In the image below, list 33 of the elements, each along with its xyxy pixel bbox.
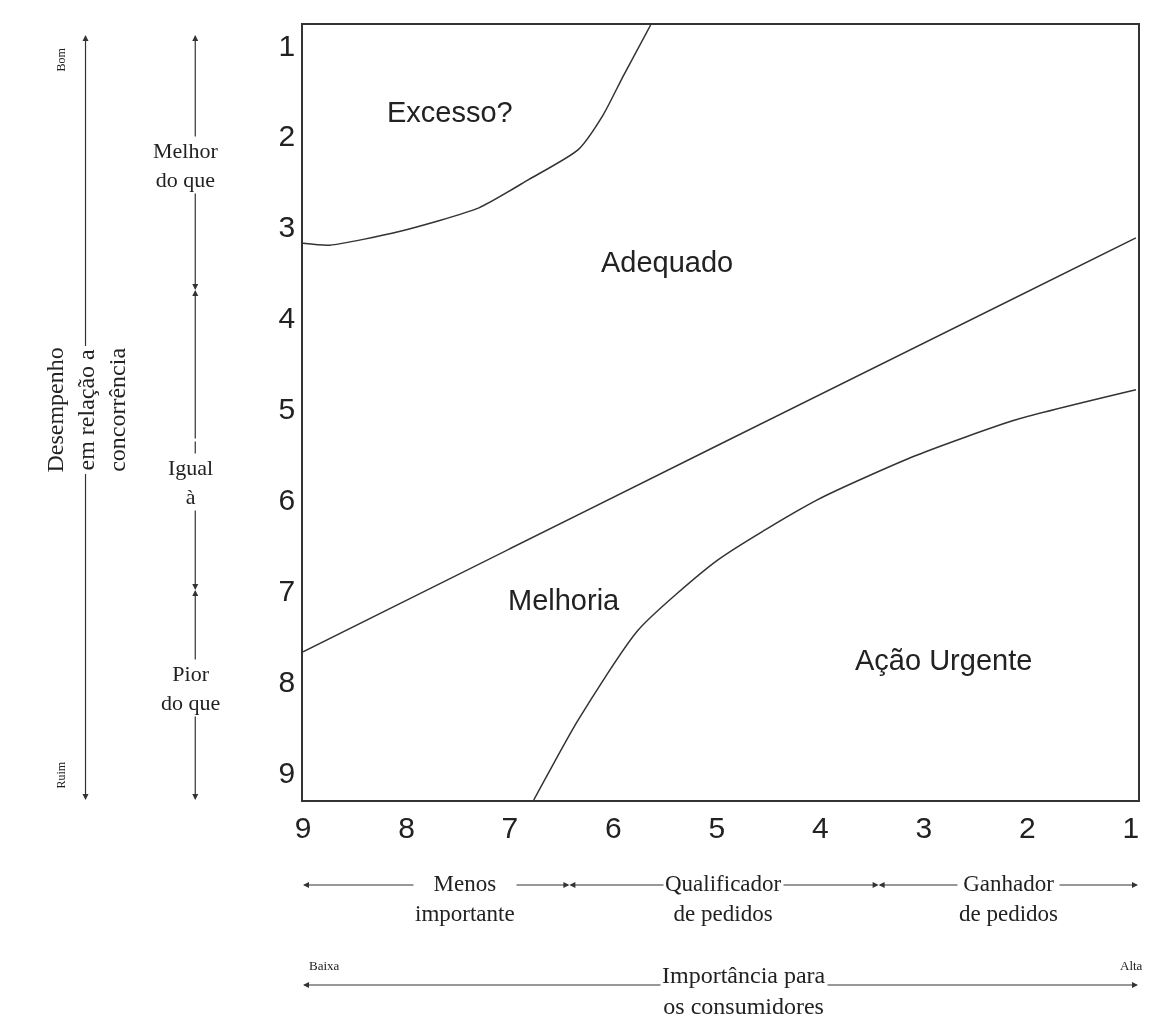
- text: Bom: [53, 47, 68, 72]
- annotation: Ação Urgente: [855, 644, 1033, 676]
- annotation: Melhoria: [508, 584, 621, 616]
- y-tick-label: 6: [278, 483, 296, 517]
- text: Alta: [1120, 958, 1143, 973]
- text: Baixa: [309, 958, 340, 973]
- y-tick-label: 8: [278, 665, 296, 699]
- y-tick-label: 2: [278, 119, 296, 153]
- y-tick-label: 1: [278, 28, 296, 62]
- x-tick-label: 2: [1018, 810, 1036, 844]
- x-tick-label: 8: [398, 810, 415, 844]
- x-tick-label: 7: [501, 810, 519, 844]
- x-tick-label: 3: [915, 810, 933, 844]
- annotation: Adequado: [601, 246, 734, 278]
- x-tick-label: 1: [1122, 810, 1140, 844]
- x-tick-label: 6: [605, 810, 622, 844]
- x-tick-label: 4: [812, 810, 829, 844]
- text: Desempenho em relação a concorrência: [41, 347, 130, 473]
- x-axis-title: Importância para os consumidores: [662, 962, 826, 1020]
- text: Pior do que: [161, 661, 221, 715]
- text: Igual à: [168, 455, 214, 509]
- text: Qualificador de pedidos: [665, 871, 782, 926]
- text: Melhor do que: [153, 138, 219, 192]
- y-tick-label: 3: [278, 210, 296, 244]
- x-tick-label: 5: [708, 810, 726, 844]
- text: Ganhador de pedidos: [959, 871, 1059, 926]
- y-tick-label: 5: [278, 392, 296, 426]
- y-tick-label: 4: [278, 301, 296, 335]
- y-tick-label: 9: [278, 756, 296, 790]
- text: Ruim: [53, 761, 68, 789]
- text: Menos importante: [415, 871, 515, 926]
- y-tick-label: 7: [278, 574, 296, 608]
- annotation: Excesso?: [387, 96, 513, 128]
